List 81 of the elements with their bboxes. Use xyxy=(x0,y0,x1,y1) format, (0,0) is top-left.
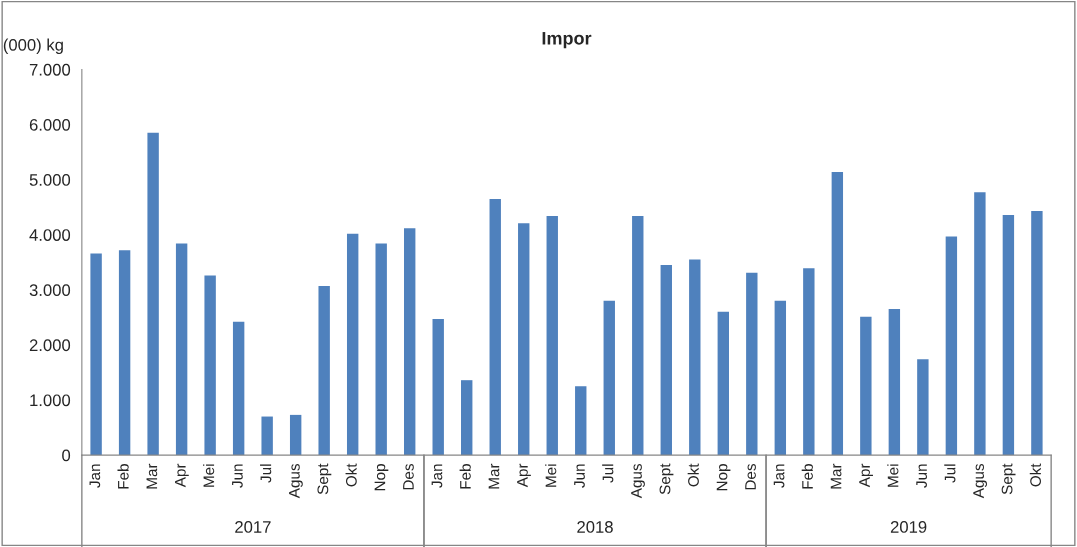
bar xyxy=(232,321,245,456)
bar xyxy=(346,233,359,456)
bar xyxy=(774,300,787,456)
x-tick-label: Jan xyxy=(89,464,101,488)
x-tick-label: Jan xyxy=(773,464,785,488)
bar xyxy=(603,300,615,456)
y-tick-label: 2.000 xyxy=(29,339,71,352)
bar xyxy=(974,192,986,456)
bar xyxy=(461,380,473,456)
bar xyxy=(90,253,102,456)
x-tick-label: Nop xyxy=(716,464,731,491)
x-tick-label: Okt xyxy=(687,463,699,487)
x-tick-label: Mei xyxy=(545,464,557,487)
bar xyxy=(831,171,844,456)
x-tick-label: Agus xyxy=(289,463,303,499)
bar xyxy=(289,414,302,456)
x-tick-label: Apr xyxy=(859,463,873,488)
bar xyxy=(888,309,901,456)
x-tick-label: Feb xyxy=(801,464,813,489)
bar xyxy=(147,132,159,456)
bar xyxy=(945,236,958,456)
x-tick-label: Agus xyxy=(631,463,645,499)
y-tick-label: 1.000 xyxy=(30,394,71,407)
bar xyxy=(917,359,929,456)
text: 2019 xyxy=(890,521,927,533)
y-tick-label: 4.000 xyxy=(29,229,71,241)
x-tick-label: Feb xyxy=(459,464,471,489)
x-tick-label: Apr xyxy=(175,463,189,488)
x-tick-label: Feb xyxy=(117,464,129,489)
x-tick-label: Sept xyxy=(1001,463,1016,495)
x-tick-label: Mar xyxy=(146,463,158,489)
y-tick-label: 5.000 xyxy=(29,174,71,186)
x-tick-label: Sept xyxy=(317,463,332,495)
bar xyxy=(318,285,330,456)
bar xyxy=(404,228,416,456)
bar xyxy=(803,268,815,456)
bar xyxy=(632,216,644,456)
x-tick-label: Des xyxy=(745,463,756,490)
x-tick-label: Jun xyxy=(916,464,927,488)
bar xyxy=(432,319,444,456)
bar xyxy=(746,272,758,456)
x-tick-label: Jan xyxy=(431,464,443,488)
x-tick-label: Jul xyxy=(602,464,614,483)
bar xyxy=(546,216,558,456)
x-tick-label: Okt xyxy=(345,463,357,487)
x-tick-label: Jun xyxy=(574,464,585,488)
x-tick-label: Jul xyxy=(944,464,956,483)
text: 2017 xyxy=(235,521,271,533)
bar xyxy=(375,243,387,456)
x-tick-label: Mei xyxy=(203,464,215,487)
x-tick-label: Okt xyxy=(1029,463,1041,487)
chart-title: Impor xyxy=(542,32,592,49)
y-tick-label: 3.000 xyxy=(29,284,71,297)
bar xyxy=(575,386,587,456)
bar xyxy=(860,316,872,456)
bar xyxy=(1002,214,1015,456)
text: 2018 xyxy=(577,521,613,533)
y-tick-label: 7.000 xyxy=(29,63,71,76)
y-tick-label: 6.000 xyxy=(29,118,71,131)
bar xyxy=(489,198,501,456)
x-tick-label: Jun xyxy=(232,464,243,488)
x-tick-label: Jul xyxy=(260,464,272,483)
bar xyxy=(204,275,216,456)
y-tick-label: 0 xyxy=(62,449,71,462)
x-tick-label: Mei xyxy=(887,464,899,487)
x-tick-label: Sept xyxy=(659,463,674,495)
x-tick-label: Agus xyxy=(973,463,987,499)
bar xyxy=(660,265,672,456)
x-tick-label: Des xyxy=(403,463,414,490)
bar xyxy=(689,259,701,456)
bar xyxy=(118,250,131,456)
bar xyxy=(1031,211,1043,456)
x-tick-label: Mar xyxy=(830,463,842,489)
bar xyxy=(518,223,530,456)
bar xyxy=(261,416,273,456)
x-tick-label: Mar xyxy=(488,463,500,489)
y-axis-title: (000) kg xyxy=(3,38,63,55)
x-tick-label: Nop xyxy=(374,464,389,491)
bar xyxy=(717,311,729,456)
x-tick-label: Apr xyxy=(517,463,531,488)
bar xyxy=(175,243,188,456)
